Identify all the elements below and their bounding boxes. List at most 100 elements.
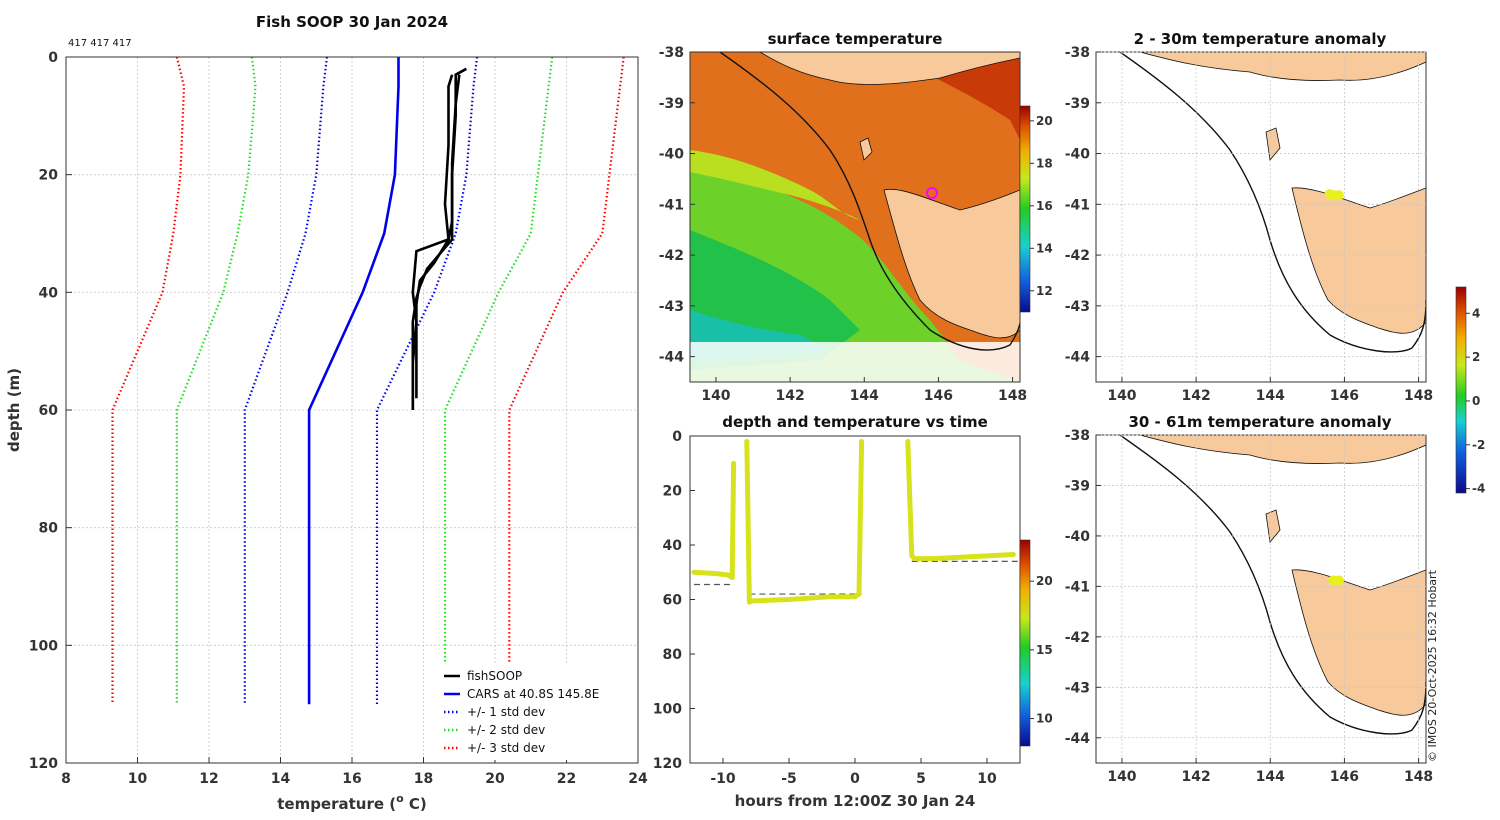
map-xtick-label: 148 [1404, 388, 1433, 404]
anomaly-top-title: 2 - 30m temperature anomaly [1134, 30, 1387, 48]
legend-background [440, 664, 636, 760]
profile-xtick-label: 24 [628, 771, 648, 787]
map-ytick-label: -44 [659, 350, 685, 366]
colorbar-tick-label: 0 [1472, 394, 1480, 408]
profile-xtick-label: 12 [199, 771, 218, 787]
colorbar-tick-label: 16 [1036, 199, 1053, 213]
sst-position-marker [926, 187, 938, 199]
map-ytick-label: -41 [1065, 197, 1090, 213]
time-track [905, 438, 1016, 562]
sst-map-area [690, 52, 1020, 382]
map-ytick-label: -41 [1065, 579, 1090, 595]
map-ytick-label: -42 [1065, 248, 1090, 264]
profile-series-line [375, 56, 479, 705]
credit-text: © IMOS 20-Oct-2025 16:32 Hobart [1426, 569, 1439, 762]
profile-series-line [443, 56, 554, 705]
sst-ticks: 140 142 144 146 148 -38 -39 -40 -41 -42 -43 -44 [659, 45, 1027, 404]
anomaly-bottom-mainland [1139, 435, 1426, 464]
map-ytick-label: -39 [659, 96, 684, 112]
map-xtick-label: 140 [1107, 388, 1136, 404]
sst-cloud-gap [690, 342, 1020, 382]
map-xtick-label: 144 [1256, 388, 1285, 404]
colorbar-tick-label: 20 [1036, 114, 1053, 128]
time-title: depth and temperature vs time [722, 413, 988, 431]
legend-label: +/- 3 std dev [467, 741, 545, 755]
map-ytick-label: -40 [1065, 529, 1091, 545]
time-reference-lines [693, 560, 1020, 595]
sst-king-island [859, 137, 873, 161]
profile-ylabel: depth (m) [5, 368, 23, 452]
anomaly-bottom-panel: 30 - 61m temperature anomaly 140 142 144 14… [1065, 413, 1433, 785]
colorbar-tick-label: 20 [1036, 574, 1053, 588]
colorbar-tick-label: 12 [1036, 284, 1053, 298]
profile-series-line [243, 56, 329, 705]
legend-label: +/- 1 std dev [467, 705, 545, 719]
anomaly-top-mainland [1139, 52, 1426, 81]
profile-series-line [307, 57, 400, 705]
anomaly-bottom-map [1119, 435, 1426, 735]
map-xtick-label: 142 [775, 388, 804, 404]
sst-isobath [719, 52, 1020, 351]
map-xtick-label: 144 [1256, 769, 1285, 785]
time-xtick-label: 10 [977, 771, 997, 787]
map-ytick-label: -40 [1065, 147, 1091, 163]
time-ytick-label: 80 [663, 647, 683, 663]
anomaly-top-ticks: 140 142 144 146 148 -38 -39 -40 -41 -42 -43 -44 [1065, 45, 1433, 404]
profile-panel: Fish SOOP 30 Jan 2024 417 417 417 8 10 12 1… [5, 13, 648, 813]
profile-ytick-label: 40 [39, 285, 59, 301]
profile-ticks: 8 10 12 14 16 18 20 22 24 0 20 40 60 80 100 120 [29, 50, 648, 787]
time-ytick-label: 60 [663, 593, 683, 609]
profile-ytick-label: 120 [29, 756, 58, 772]
profile-series-line [415, 74, 461, 399]
profile-series-line [111, 56, 186, 705]
time-axes [689, 435, 1021, 764]
map-xtick-label: 148 [998, 388, 1027, 404]
time-ytick-label: 0 [672, 429, 682, 445]
profile-grid [65, 56, 639, 764]
sst-colorbar [1019, 105, 1031, 313]
profile-xtick-label: 10 [128, 771, 148, 787]
time-series [691, 438, 1016, 605]
anomaly-top-isobath [1119, 52, 1426, 353]
colorbar-tick-label: 18 [1036, 156, 1053, 170]
anomaly-bottom-isobath [1119, 435, 1426, 735]
map-xtick-label: 140 [1107, 769, 1136, 785]
map-ytick-label: -44 [1065, 731, 1091, 747]
profile-legend: fishSOOP CARS at 40.8S 145.8E +/- 1 std de… [440, 664, 636, 760]
anomaly-colorbar-ticks: -4 -2 0 2 4 [1466, 306, 1485, 496]
map-ytick-label: -42 [1065, 630, 1090, 646]
map-ytick-label: -43 [1065, 299, 1090, 315]
map-ytick-label: -38 [1065, 45, 1090, 61]
legend-label: CARS at 40.8S 145.8E [467, 687, 599, 701]
profile-ytick-label: 60 [39, 403, 59, 419]
colorbar-tick-label: 10 [1036, 712, 1053, 726]
map-xtick-label: 146 [924, 388, 953, 404]
legend-label: +/- 2 std dev [467, 723, 545, 737]
anomaly-bottom-tasmania [1291, 569, 1426, 716]
map-ytick-label: -40 [659, 147, 685, 163]
time-xtick-label: 0 [850, 771, 860, 787]
time-xlabel: hours from 12:00Z 30 Jan 24 [735, 792, 976, 810]
sst-tasmania [883, 188, 1020, 339]
profile-xlabel: temperature (o C) [277, 792, 427, 813]
time-ytick-label: 100 [653, 702, 682, 718]
profile-series-line [411, 67, 468, 410]
profile-xtick-label: 20 [485, 771, 505, 787]
time-xtick-label: 5 [916, 771, 926, 787]
profile-ytick-label: 0 [48, 50, 58, 66]
profile-id-text: 417 417 417 [68, 38, 132, 49]
profile-ytick-label: 100 [29, 638, 58, 654]
profile-ytick-label: 80 [39, 521, 59, 537]
sst-colorbar-ticks: 12 14 16 18 20 [1030, 114, 1053, 298]
map-xtick-label: 146 [1330, 388, 1359, 404]
colorbar-tick-label: 2 [1472, 350, 1480, 364]
profile-series-line [411, 74, 454, 410]
anomaly-bottom-points [1328, 575, 1344, 586]
anomaly-point [1324, 189, 1335, 200]
time-ytick-label: 40 [663, 538, 683, 554]
colorbar-tick-label: 14 [1036, 241, 1053, 255]
profile-xtick-label: 8 [61, 771, 71, 787]
map-ytick-label: -38 [1065, 428, 1090, 444]
map-ytick-label: -38 [659, 45, 684, 61]
colorbar-tick-label: 15 [1036, 643, 1053, 657]
